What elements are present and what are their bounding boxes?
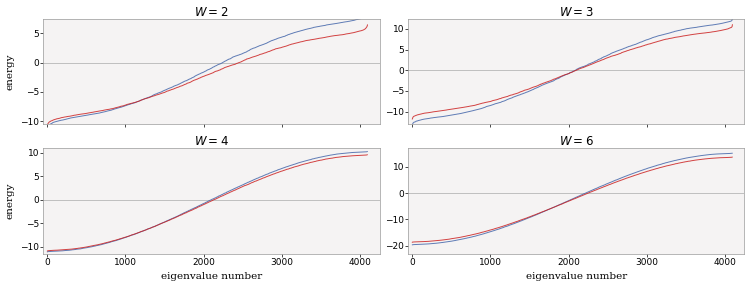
Y-axis label: energy: energy — [5, 53, 14, 90]
X-axis label: eigenvalue number: eigenvalue number — [526, 272, 627, 282]
Title: $W = 2$: $W = 2$ — [194, 5, 229, 19]
Title: $W = 6$: $W = 6$ — [559, 135, 594, 148]
X-axis label: eigenvalue number: eigenvalue number — [160, 272, 262, 282]
Title: $W = 4$: $W = 4$ — [194, 135, 229, 148]
Y-axis label: energy: energy — [5, 183, 14, 219]
Title: $W = 3$: $W = 3$ — [559, 5, 593, 19]
